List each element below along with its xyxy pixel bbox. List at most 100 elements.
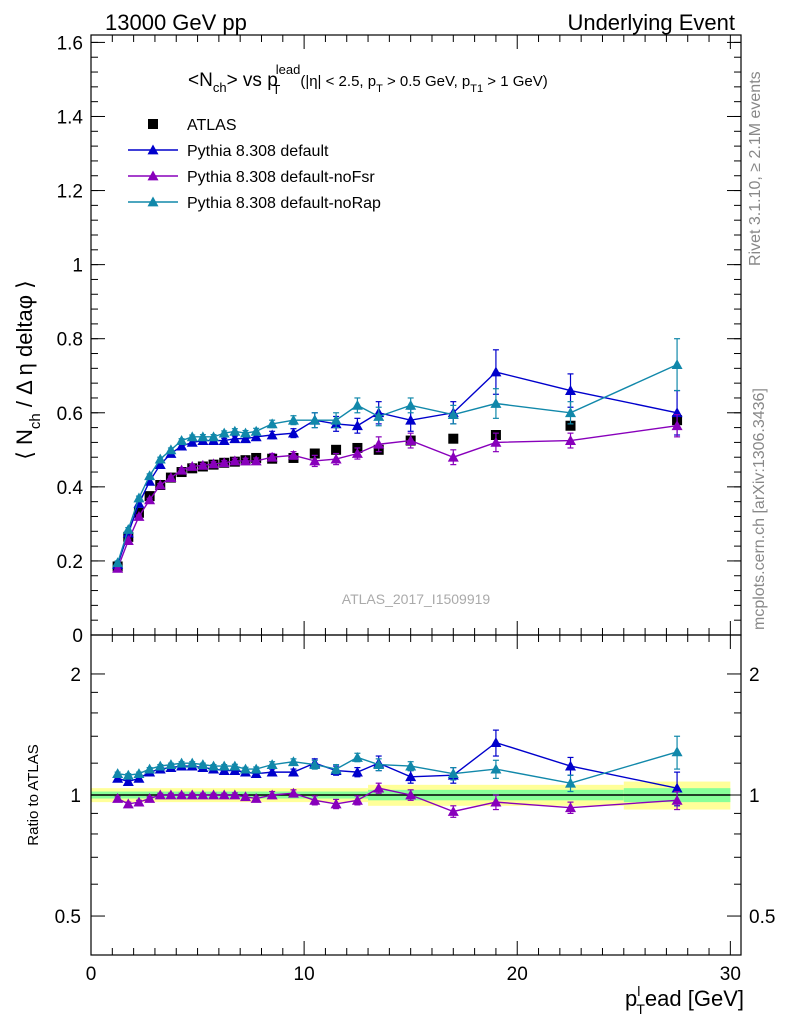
x-tick-label: 0 [86, 964, 97, 985]
ratio-data-point [565, 777, 577, 788]
mc-data-point [208, 431, 220, 442]
mc-data-point [197, 459, 209, 470]
mc-data-point [405, 414, 417, 425]
header-right: Underlying Event [567, 10, 735, 35]
mc-data-point [565, 407, 577, 418]
mc-data-point [133, 510, 145, 521]
ratio-data-point [144, 763, 156, 774]
mc-data-point [287, 414, 299, 425]
mc-data-point [229, 455, 241, 466]
ratio-data-point [266, 766, 278, 777]
ratio-data-point [218, 789, 230, 800]
ratio-data-point [122, 798, 134, 809]
y-tick-label: 1.2 [57, 182, 83, 203]
ratio-y-tick-label: 0.5 [55, 907, 81, 928]
main-ylabel: ⟨ Nch / Δ η deltaφ ⟩ [12, 280, 44, 459]
ratio-data-point [671, 782, 683, 793]
legend-marker [147, 144, 159, 155]
y-tick-label: 0.4 [57, 478, 84, 499]
mc-data-point [133, 492, 145, 503]
ratio-data-point [405, 771, 417, 782]
mc-data-point [565, 435, 577, 445]
mc-data-point [490, 436, 502, 447]
ratio-data-point [240, 791, 252, 802]
ratio-y-tick-label-right: 1 [749, 786, 760, 807]
mc-data-point [351, 448, 363, 458]
mc-data-point [112, 557, 124, 568]
mc-data-point [405, 399, 417, 410]
ratio-data-point [565, 760, 577, 771]
mc-data-point [250, 425, 262, 436]
mc-data-point [671, 420, 683, 431]
main-title: <Nch> vs plead T (|η| < 2.5, pT > 0.5 GeV,… [188, 62, 548, 97]
mc-data-point [186, 431, 198, 442]
ratio-data-point [208, 789, 220, 800]
ratio-data-point [165, 789, 177, 800]
mc-data-point [144, 470, 156, 481]
ratio-data-point [133, 796, 145, 807]
mc-data-point [351, 399, 363, 410]
mc-data-point [176, 464, 188, 475]
ratio-data-point [229, 789, 241, 800]
mc-data-point [447, 451, 459, 462]
y-tick-label: 1 [72, 256, 83, 277]
ratio-data-point [671, 794, 683, 805]
ratio-data-point [351, 794, 363, 805]
atlas-data-point [565, 420, 576, 431]
x-tick-label: 20 [507, 964, 528, 985]
ratio-data-point [309, 794, 321, 805]
header-left: 13000 GeV pp [105, 10, 247, 35]
mc-data-point [240, 427, 252, 438]
mc-data-point [351, 420, 363, 431]
ratio-data-point [208, 760, 220, 771]
ratio-data-point [490, 763, 502, 774]
ratio-data-point [373, 782, 385, 793]
ratio-data-point [330, 763, 342, 774]
mc-data-point [154, 479, 166, 490]
mc-data-point [671, 359, 683, 370]
mc-data-point [165, 444, 177, 455]
mc-data-point [330, 414, 342, 425]
x-tick-label: 10 [294, 964, 315, 985]
mc-data-point [490, 366, 502, 377]
mc-data-point [447, 409, 459, 420]
atlas-data-point [448, 433, 459, 444]
ratio-data-point [112, 768, 124, 779]
mc-data-point [229, 425, 241, 436]
ratio-data-point [165, 759, 177, 770]
mc-data-point [266, 451, 278, 462]
ratio-y-tick-label-right: 2 [749, 665, 760, 686]
ratio-y-tick-label-right: 0.5 [749, 907, 775, 928]
rivet-label: Rivet 3.1.10, ≥ 2.1M events [747, 71, 764, 266]
mc-data-point [287, 427, 299, 438]
legend-label: Pythia 8.308 default-noFsr [187, 169, 375, 186]
mc-data-point [240, 455, 252, 466]
y-tick-label: 0.8 [57, 330, 83, 351]
legend-marker [148, 119, 158, 129]
ratio-data-point [405, 760, 417, 771]
mc-data-point [229, 433, 241, 444]
mc-data-point [266, 418, 278, 429]
legend-label: Pythia 8.308 default-noRap [187, 195, 381, 212]
mc-data-point [176, 440, 188, 451]
ratio-data-point [250, 763, 262, 774]
mc-data-point [309, 455, 321, 466]
x-tick-label: 30 [720, 964, 741, 985]
mc-data-point [122, 535, 134, 545]
mc-data-point [250, 455, 262, 466]
mc-data-point [490, 398, 502, 408]
mc-data-point [240, 433, 252, 444]
ratio-data-point [287, 766, 299, 777]
ratio-data-point [447, 768, 459, 779]
mc-data-point [154, 459, 166, 470]
mc-data-point [287, 449, 299, 460]
x-axis-label: pl Tead [GeV] [625, 983, 744, 1017]
ratio-data-point [330, 798, 342, 809]
mc-data-point [176, 435, 188, 445]
mc-data-point [197, 431, 209, 442]
mc-data-point [405, 435, 417, 445]
mc-data-point [565, 385, 577, 395]
ratio-data-point [154, 760, 166, 771]
y-tick-label: 1.4 [57, 107, 84, 128]
ratio-data-point [447, 805, 459, 816]
